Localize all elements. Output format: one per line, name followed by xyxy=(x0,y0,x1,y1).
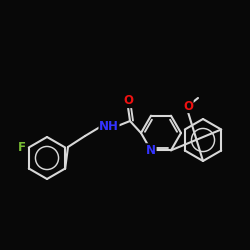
Text: F: F xyxy=(18,141,26,154)
Text: N: N xyxy=(146,144,156,157)
Text: O: O xyxy=(183,100,193,112)
Text: O: O xyxy=(123,94,133,108)
Text: NH: NH xyxy=(99,120,119,134)
